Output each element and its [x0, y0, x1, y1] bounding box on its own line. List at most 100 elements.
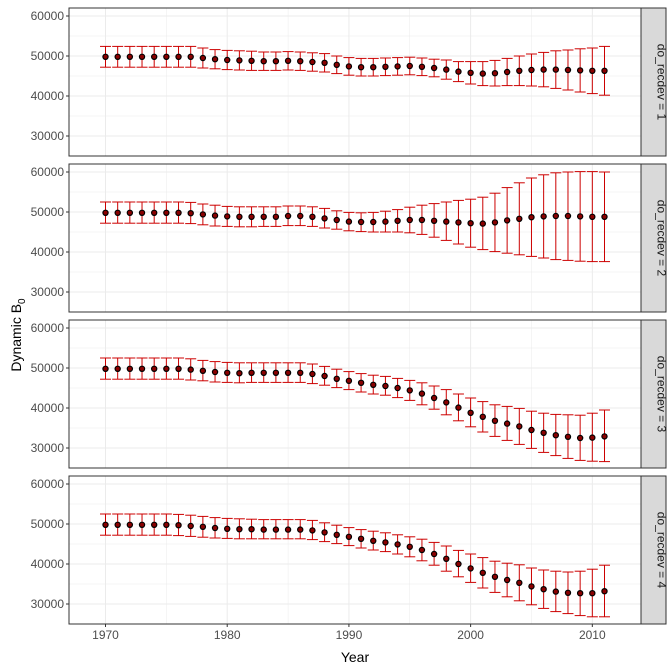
data-point	[126, 365, 134, 372]
data-point	[357, 379, 365, 386]
data-point	[370, 537, 377, 545]
data-point	[163, 53, 170, 61]
data-point	[309, 527, 316, 534]
y-tick-label: 40000	[31, 557, 65, 571]
y-tick-label: 60000	[31, 165, 65, 179]
panel-background	[69, 8, 641, 156]
x-tick-label: 2000	[457, 628, 484, 642]
data-point	[272, 526, 280, 533]
data-point	[467, 69, 474, 77]
y-tick-label: 60000	[31, 321, 65, 335]
data-point	[370, 218, 377, 226]
data-point	[150, 521, 158, 529]
data-point	[503, 420, 511, 427]
data-point	[211, 212, 219, 219]
data-point	[503, 68, 511, 76]
data-point	[552, 212, 560, 220]
data-point	[589, 213, 596, 220]
data-point	[394, 384, 401, 392]
data-point	[430, 64, 438, 72]
x-tick-label: 1990	[336, 628, 363, 642]
data-point	[236, 370, 243, 377]
data-point	[370, 63, 377, 71]
data-point	[248, 213, 255, 220]
data-point	[345, 63, 353, 70]
y-tick-label: 50000	[31, 361, 65, 375]
data-point	[333, 531, 340, 539]
facet-panel-4: 30000 40000 50000 60000 do_recdev = 4	[31, 475, 669, 625]
data-point	[175, 53, 182, 61]
data-point	[260, 213, 267, 220]
data-point	[260, 58, 267, 65]
facet-strip-label: do_recdev = 2	[655, 200, 669, 277]
data-point	[576, 590, 584, 597]
data-point	[333, 375, 340, 382]
data-point	[187, 53, 194, 61]
data-point	[382, 63, 389, 71]
data-point	[467, 565, 474, 572]
data-point	[309, 370, 316, 378]
data-point	[576, 434, 584, 442]
data-point	[382, 218, 389, 225]
y-axis-title-main: Dynamic B	[8, 304, 24, 372]
data-point	[540, 429, 547, 436]
panels-layer: 30000 40000 50000 60000 do_recdev = 1 30000 40…	[31, 7, 669, 625]
panel-background	[69, 320, 641, 468]
data-point	[272, 369, 280, 376]
data-point	[564, 589, 572, 597]
panel-background	[69, 164, 641, 312]
data-point	[199, 54, 207, 62]
data-point	[528, 213, 535, 221]
data-point	[272, 213, 280, 220]
y-tick-label: 30000	[31, 129, 65, 143]
data-point	[491, 219, 499, 226]
y-tick-label: 50000	[31, 49, 65, 63]
data-point	[576, 67, 584, 74]
data-point	[406, 387, 413, 394]
data-point	[138, 365, 146, 372]
data-point	[236, 213, 243, 220]
data-point	[321, 215, 328, 222]
data-point	[236, 526, 243, 533]
y-tick-label: 30000	[31, 441, 65, 455]
data-point	[309, 58, 316, 66]
y-tick-label: 30000	[31, 285, 65, 299]
data-point	[272, 58, 280, 65]
data-point	[150, 209, 158, 216]
data-point	[443, 66, 450, 73]
data-point	[540, 66, 547, 73]
data-point	[601, 67, 608, 75]
data-point	[394, 217, 401, 224]
data-point	[503, 217, 511, 224]
data-point	[321, 529, 328, 536]
data-point	[260, 526, 267, 533]
data-point	[211, 368, 219, 376]
data-point	[284, 526, 292, 533]
data-point	[297, 58, 304, 65]
data-point	[418, 216, 426, 224]
y-tick-label: 50000	[31, 205, 65, 219]
data-point	[321, 372, 328, 380]
data-point	[528, 426, 535, 434]
data-point	[528, 66, 535, 74]
data-point	[576, 213, 584, 220]
data-point	[224, 525, 231, 533]
data-point	[297, 212, 304, 220]
data-point	[163, 521, 170, 529]
data-point	[418, 63, 426, 71]
data-point	[467, 219, 474, 227]
data-point	[102, 53, 109, 61]
facet-strip-label: do_recdev = 1	[655, 44, 669, 121]
y-tick-label: 60000	[31, 9, 65, 23]
data-point	[516, 67, 523, 75]
data-point	[406, 62, 413, 70]
data-point	[418, 546, 426, 554]
data-point	[114, 365, 121, 372]
data-point	[224, 56, 231, 64]
data-point	[357, 218, 365, 226]
data-point	[248, 526, 255, 533]
x-tick-label: 1980	[214, 628, 241, 642]
data-point	[345, 218, 353, 225]
y-tick-label: 60000	[31, 477, 65, 491]
data-point	[114, 53, 121, 61]
